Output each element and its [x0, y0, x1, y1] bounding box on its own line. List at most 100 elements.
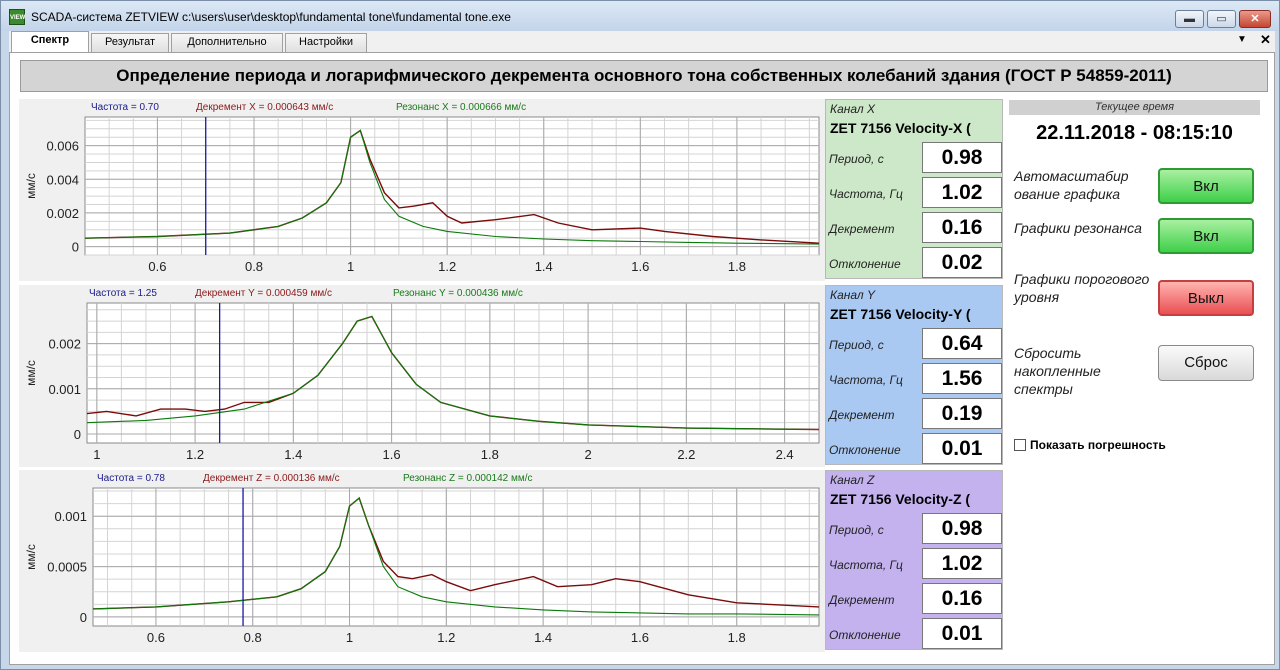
x-tick-label: 1.4: [534, 630, 552, 645]
plot-area: [86, 302, 820, 444]
y-axis-label: мм/с: [24, 360, 38, 386]
x-tick-label: 2.4: [776, 447, 794, 462]
y-tick-label: 0.001: [48, 382, 81, 397]
x-tick-label: 0.6: [147, 630, 165, 645]
x-tick-label: 1: [347, 259, 354, 274]
channel-x-title: Канал X: [830, 102, 875, 116]
x-tick-label: 2.2: [677, 447, 695, 462]
minimize-button[interactable]: ▬: [1175, 10, 1204, 28]
show-error-label: Показать погрешность: [1030, 438, 1166, 452]
x-tick-label: 0.8: [244, 630, 262, 645]
chart-y-resonance-label: Резонанс Y = 0.000436 мм/с: [393, 288, 523, 299]
channel-y-decrement-label: Декремент: [829, 408, 895, 422]
page-title: Определение периода и логарифмического д…: [20, 60, 1268, 92]
channel-y-freq-value: 1.56: [922, 363, 1002, 394]
chart-panel-x: Частота = 0.70 Декремент X = 0.000643 мм…: [19, 99, 825, 281]
channel-z-decrement-value: 0.16: [922, 583, 1002, 614]
window-title: SCADA-система ZETVIEW c:\users\user\desk…: [31, 10, 511, 24]
y-tick-label: 0.0005: [47, 560, 87, 575]
channel-z-freq-value: 1.02: [922, 548, 1002, 579]
y-axis-label: мм/с: [24, 173, 38, 199]
threshold-toggle-button[interactable]: Выкл: [1158, 280, 1254, 316]
channel-z-deviation-label: Отклонение: [829, 628, 901, 642]
x-tick-label: 1: [346, 630, 353, 645]
chart-panel-y: Частота = 1.25 Декремент Y = 0.000459 мм…: [19, 285, 825, 467]
x-tick-label: 1.6: [383, 447, 401, 462]
resonance-line: [86, 315, 820, 431]
tab-additional[interactable]: Дополнительно: [171, 33, 283, 52]
tab-spectrum[interactable]: Спектр: [11, 31, 89, 52]
channel-x-freq-value: 1.02: [922, 177, 1002, 208]
channel-x-period-label: Период, с: [829, 152, 884, 166]
channel-x-deviation-value: 0.02: [922, 247, 1002, 278]
chart-y-freq-label: Частота = 1.25: [89, 288, 157, 299]
close-button[interactable]: ✕: [1239, 10, 1271, 28]
y-tick-label: 0: [74, 427, 81, 442]
autoscale-toggle-button[interactable]: Вкл: [1158, 168, 1254, 204]
reset-spectra-label: Сбросить накопленные спектры: [1014, 345, 1101, 397]
chart-y-plot[interactable]: 1 1.2 1.4 1.6 1.8 2 2.2 2.4 0 0.001 0.002 мм/с: [19, 285, 825, 467]
channel-z-period-label: Период, с: [829, 523, 884, 537]
y-tick-label: 0.001: [54, 509, 87, 524]
x-tick-label: 1.2: [186, 447, 204, 462]
channel-y-decrement-value: 0.19: [922, 398, 1002, 429]
y-axis-label: мм/с: [24, 544, 38, 570]
main-content: Определение периода и логарифмического д…: [9, 52, 1275, 665]
chart-z-plot[interactable]: 0.6 0.8 1 1.2 1.4 1.6 1.8 0 0.0005 0.001 мм/с: [19, 470, 825, 652]
y-tick-label: 0: [80, 610, 87, 625]
maximize-button[interactable]: ▭: [1207, 10, 1236, 28]
chart-x-freq-label: Частота = 0.70: [91, 102, 159, 113]
resonance-line: [84, 129, 820, 245]
x-tick-label: 1.6: [631, 259, 649, 274]
tab-settings[interactable]: Настройки: [285, 33, 367, 52]
channel-y-deviation-label: Отклонение: [829, 443, 901, 457]
x-tick-label: 0.8: [245, 259, 263, 274]
channel-y-period-label: Период, с: [829, 338, 884, 352]
chart-x-decrement-label: Декремент X = 0.000643 мм/с: [196, 102, 334, 113]
x-tick-label: 2: [584, 447, 591, 462]
chart-panel-z: Частота = 0.78 Декремент Z = 0.000136 мм…: [19, 470, 825, 652]
channel-z-period-value: 0.98: [922, 513, 1002, 544]
resonance-line: [92, 497, 820, 616]
chart-z-freq-label: Частота = 0.78: [97, 473, 165, 484]
x-tick-label: 0.6: [148, 259, 166, 274]
channel-x-freq-label: Частота, Гц: [829, 187, 903, 201]
channel-y-deviation-value: 0.01: [922, 433, 1002, 464]
time-header: Текущее время: [1009, 100, 1260, 115]
x-tick-label: 1.8: [481, 447, 499, 462]
reset-button[interactable]: Сброс: [1158, 345, 1254, 381]
channel-y-title: Канал Y: [830, 288, 875, 302]
show-error-checkbox[interactable]: Показать погрешность: [1014, 438, 1166, 452]
chart-y-decrement-label: Декремент Y = 0.000459 мм/с: [195, 288, 333, 299]
threshold-graphs-label: Графики порогового уровня: [1014, 271, 1150, 305]
y-tick-label: 0.002: [48, 337, 81, 352]
chart-z-decrement-label: Декремент Z = 0.000136 мм/с: [203, 473, 340, 484]
resonance-graphs-label: Графики резонанса: [1014, 220, 1142, 236]
x-tick-label: 1: [93, 447, 100, 462]
tab-dropdown-icon[interactable]: ▼: [1237, 34, 1247, 45]
channel-x-decrement-label: Декремент: [829, 222, 895, 236]
channel-x-name: ZET 7156 Velocity-X (: [830, 120, 971, 136]
title-bar[interactable]: VIEW SCADA-система ZETVIEW c:\users\user…: [1, 1, 1279, 31]
checkbox-icon[interactable]: [1014, 439, 1026, 451]
tab-close-icon[interactable]: ✕: [1260, 32, 1271, 47]
resonance-toggle-button[interactable]: Вкл: [1158, 218, 1254, 254]
tab-result[interactable]: Результат: [91, 33, 169, 52]
channel-z-panel: Канал Z ZET 7156 Velocity-Z ( Период, с …: [825, 470, 1003, 650]
x-tick-label: 1.2: [438, 259, 456, 274]
y-tick-label: 0: [72, 240, 79, 255]
chart-z-resonance-label: Резонанс Z = 0.000142 мм/с: [403, 473, 533, 484]
channel-x-deviation-label: Отклонение: [829, 257, 901, 271]
x-tick-label: 1.2: [437, 630, 455, 645]
x-tick-label: 1.4: [284, 447, 302, 462]
channel-x-decrement-value: 0.16: [922, 212, 1002, 243]
channel-x-period-value: 0.98: [922, 142, 1002, 173]
chart-x-plot[interactable]: 0.6 0.8 1 1.2 1.4 1.6 1.8 0 0.002 0.004 0.006 мм/с: [19, 99, 825, 281]
channel-z-title: Канал Z: [830, 473, 875, 487]
x-tick-label: 1.8: [728, 259, 746, 274]
channel-z-deviation-value: 0.01: [922, 618, 1002, 649]
channel-z-decrement-label: Декремент: [829, 593, 895, 607]
current-time: 22.11.2018 - 08:15:10: [1036, 122, 1233, 144]
x-tick-label: 1.4: [535, 259, 553, 274]
